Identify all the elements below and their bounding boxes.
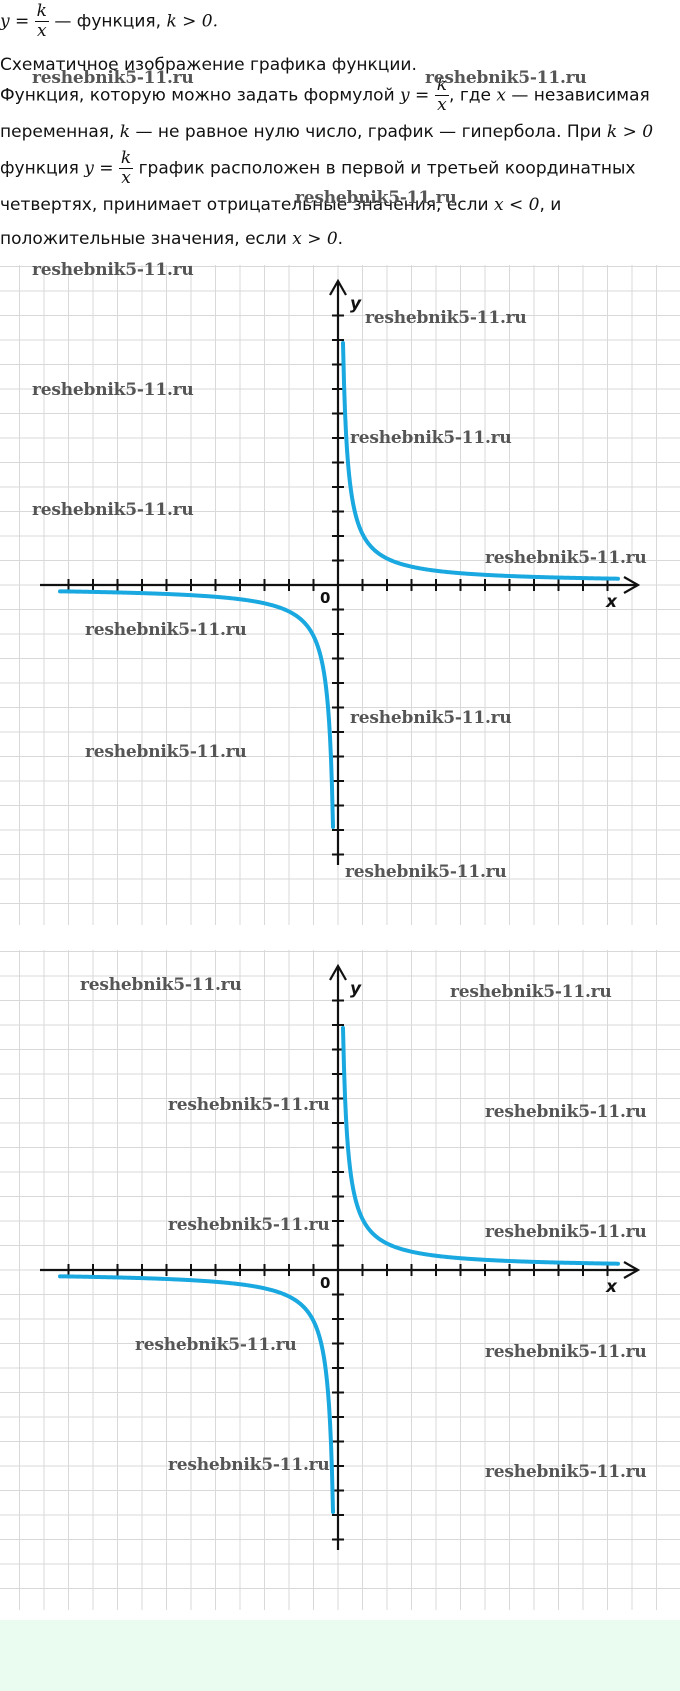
x-axis-label: x [605, 592, 618, 612]
y-axis-label: y [350, 294, 362, 314]
watermark: reshebnik5-11.ru [168, 1455, 330, 1475]
paragraph-part-3d: . [337, 229, 344, 249]
watermark: reshebnik5-11.ru [485, 1462, 647, 1482]
paragraph-k-var: k [119, 122, 131, 142]
watermark: reshebnik5-11.ru [168, 1095, 330, 1115]
watermark: reshebnik5-11.ru [85, 620, 247, 640]
subtitle: Схематичное изображение графика функции. [0, 55, 417, 75]
paragraph-part-3b: график расположен в первой и третьей коо… [0, 158, 636, 216]
x-axis-arrow [623, 576, 641, 594]
formula-heading: y = k x — функция, k > 0. [0, 2, 680, 41]
paragraph-part-3: функция [0, 158, 79, 179]
watermark: reshebnik5-11.ru [350, 428, 512, 448]
watermark: reshebnik5-11.ru [485, 1102, 647, 1122]
hyperbola-graph-2: x y 0 [0, 950, 680, 1610]
y-axis-arrow [329, 963, 347, 981]
x-axis-label: x [605, 1277, 618, 1297]
hyperbola-branch-first-quadrant [341, 1026, 620, 1266]
watermark: reshebnik5-11.ru [135, 1335, 297, 1355]
origin-label: 0 [320, 589, 330, 607]
watermark: reshebnik5-11.ru [365, 308, 527, 328]
watermark: reshebnik5-11.ru [450, 982, 612, 1002]
paragraph-part-3c: , и положительные значения, если [0, 195, 562, 249]
fraction-denominator: x [37, 21, 47, 41]
paragraph-cond-pos: x > 0 [292, 229, 338, 249]
watermark: reshebnik5-11.ru [32, 68, 194, 88]
paragraph-fraction-1: k x [434, 75, 450, 115]
hyperbola-graph-1: x y 0 [0, 265, 680, 925]
y-axis-arrow [329, 278, 347, 296]
description-paragraph: Функция, которую можно задать формулой y… [0, 76, 680, 256]
paragraph-part-1b: , где [449, 85, 491, 106]
watermark: reshebnik5-11.ru [345, 862, 507, 882]
watermark: reshebnik5-11.ru [32, 500, 194, 520]
paragraph-cond-k: k > 0 [606, 122, 654, 142]
paragraph-fraction-2: k x [118, 148, 134, 188]
watermark: reshebnik5-11.ru [295, 188, 457, 208]
watermark: reshebnik5-11.ru [485, 548, 647, 568]
formula-fraction: k x [34, 1, 49, 41]
watermark: reshebnik5-11.ru [485, 1222, 647, 1242]
watermark: reshebnik5-11.ru [485, 1342, 647, 1362]
watermark: reshebnik5-11.ru [80, 975, 242, 995]
paragraph-formula-lhs-1: y = [400, 85, 430, 106]
watermark: reshebnik5-11.ru [425, 68, 587, 88]
origin-label: 0 [320, 1274, 330, 1292]
fraction-numerator: k [34, 1, 49, 22]
paragraph-x-var: x [496, 85, 506, 106]
paragraph-cond-neg: x < 0 [493, 195, 540, 215]
formula-lhs: y = [0, 11, 30, 32]
hyperbola-branch-third-quadrant [58, 1274, 335, 1514]
paragraph-part-1: Функция, которую можно задать формулой [0, 85, 395, 106]
hyperbola-branch-first-quadrant [341, 341, 620, 581]
watermark: reshebnik5-11.ru [350, 708, 512, 728]
watermark: reshebnik5-11.ru [168, 1215, 330, 1235]
hyperbola-branch-third-quadrant [58, 589, 335, 829]
watermark: reshebnik5-11.ru [32, 380, 194, 400]
watermark: reshebnik5-11.ru [32, 260, 194, 280]
paragraph-part-2: — не равное нулю число, график — гипербо… [135, 122, 602, 142]
watermark: reshebnik5-11.ru [85, 742, 247, 762]
formula-condition: k > 0. [166, 11, 219, 32]
paragraph-part-1c: — независимая переменная, [0, 85, 650, 143]
x-axis-arrow [623, 1261, 641, 1279]
y-axis-label: y [350, 979, 362, 999]
footer-band [0, 1620, 680, 1691]
paragraph-formula-lhs-2: y = [84, 158, 114, 179]
formula-after: — функция, [54, 11, 162, 32]
